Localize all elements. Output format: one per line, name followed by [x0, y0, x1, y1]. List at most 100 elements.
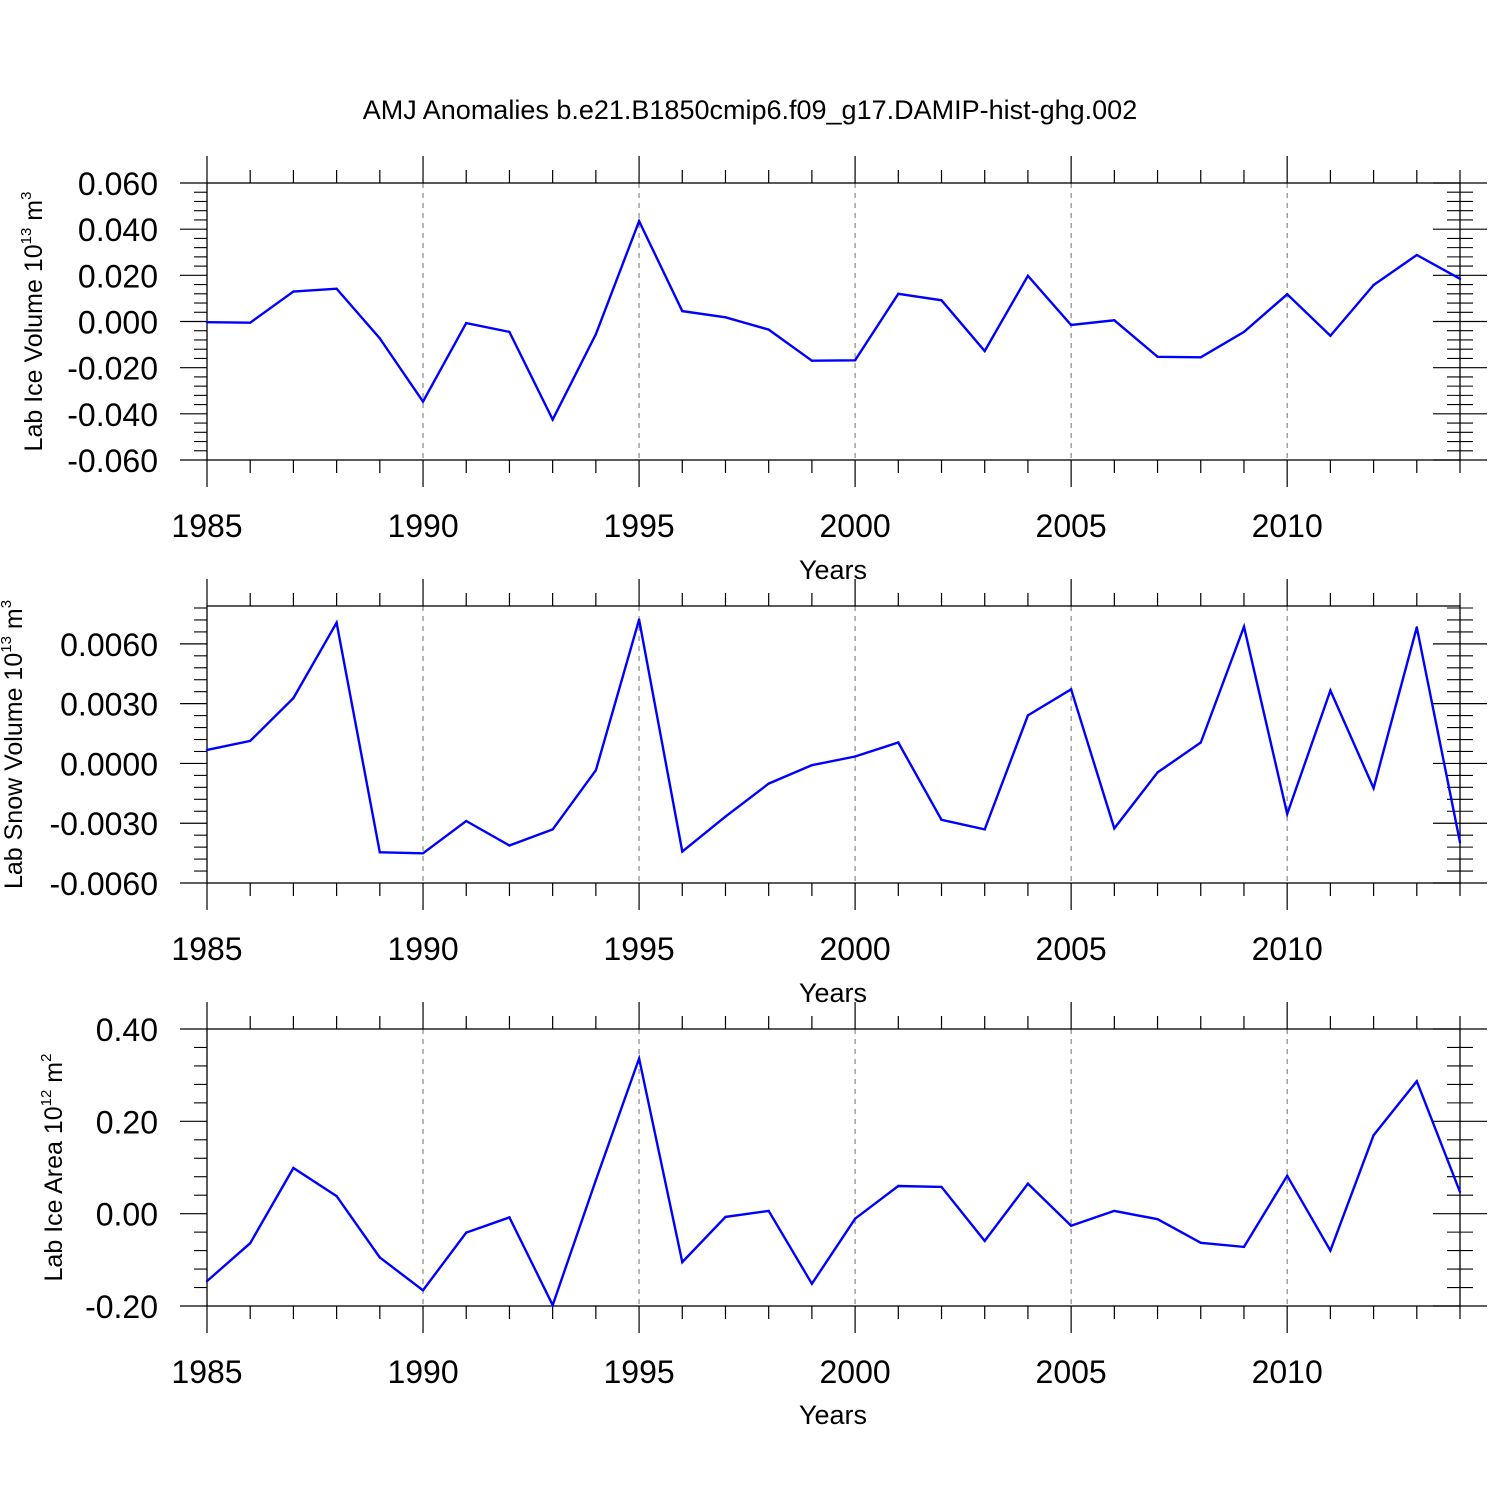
data-point-2009 — [1242, 1245, 1246, 1249]
data-point-2002 — [940, 299, 943, 302]
data-point-1991 — [465, 819, 468, 823]
data-point-2007 — [1156, 771, 1159, 774]
data-point-1995 — [637, 219, 641, 223]
data-point-2010 — [1285, 293, 1289, 296]
data-point-1997 — [724, 1215, 727, 1219]
data-point-2006 — [1113, 319, 1116, 322]
data-point-2001 — [897, 1184, 900, 1188]
x-tick-label: 1985 — [171, 508, 242, 544]
x-tick-label: 2010 — [1252, 931, 1323, 967]
data-point-1987 — [292, 290, 295, 293]
x-tick-label: 2005 — [1036, 931, 1107, 967]
x-tick-label: 1990 — [387, 508, 458, 544]
x-tick-label: 1995 — [603, 508, 674, 544]
data-point-1997 — [724, 316, 727, 319]
data-point-2006 — [1113, 1209, 1116, 1213]
data-point-1995 — [637, 1057, 641, 1060]
data-point-2009 — [1242, 625, 1246, 628]
x-axis-label: Years — [799, 1400, 867, 1430]
x-tick-label: 2010 — [1252, 508, 1323, 544]
data-point-1999 — [810, 359, 814, 362]
y-tick-label: -0.0060 — [49, 866, 158, 902]
y-tick-label: 0.40 — [96, 1012, 158, 1048]
data-point-2004 — [1026, 274, 1030, 277]
data-point-2006 — [1113, 827, 1116, 830]
x-tick-label: 2000 — [820, 931, 891, 967]
data-point-1994 — [594, 1178, 598, 1182]
data-point-2010 — [1285, 1174, 1289, 1178]
data-point-1990 — [421, 852, 425, 855]
data-point-2003 — [983, 349, 986, 353]
x-tick-label: 1995 — [603, 1354, 674, 1390]
data-point-2008 — [1199, 356, 1202, 359]
data-point-1985 — [205, 748, 209, 752]
data-point-1998 — [767, 782, 770, 785]
data-point-1993 — [551, 828, 554, 831]
data-point-2003 — [983, 828, 986, 831]
data-point-1992 — [508, 844, 511, 847]
data-point-2013 — [1415, 626, 1418, 629]
data-point-1989 — [378, 1256, 382, 1259]
x-tick-label: 1990 — [387, 931, 458, 967]
data-point-1986 — [249, 1242, 252, 1245]
data-point-1985 — [205, 320, 209, 324]
data-point-2003 — [983, 1239, 986, 1243]
panel-2: 1985 1990 1995 2000 2005 2010 0.0060 0.0030 0.00… — [0, 579, 1487, 1008]
x-axis-label: Years — [799, 555, 867, 585]
data-point-2005 — [1069, 323, 1073, 327]
data-point-1996 — [681, 309, 684, 313]
x-tick-label: 2005 — [1036, 508, 1107, 544]
y-tick-label: 0.020 — [78, 258, 158, 294]
data-point-2011 — [1329, 689, 1332, 692]
data-point-2000 — [853, 359, 857, 362]
data-point-1986 — [249, 321, 252, 324]
data-point-2004 — [1026, 1182, 1030, 1185]
data-point-2012 — [1372, 786, 1375, 790]
data-point-1987 — [292, 1166, 295, 1170]
y-tick-label: -0.040 — [67, 397, 158, 433]
data-point-1999 — [810, 1282, 814, 1286]
data-point-2013 — [1415, 1079, 1418, 1083]
y-axis-label: Lab Ice Area 1012 m2 — [38, 1054, 68, 1282]
data-point-2001 — [897, 741, 900, 744]
data-point-2014 — [1458, 1190, 1462, 1194]
x-tick-label: 2005 — [1036, 1354, 1107, 1390]
data-point-2012 — [1372, 1133, 1375, 1137]
data-point-1989 — [378, 337, 382, 340]
x-tick-label: 2000 — [820, 508, 891, 544]
data-point-1995 — [637, 618, 641, 621]
data-point-1999 — [810, 764, 814, 767]
y-axis-label: Lab Ice Volume 1013 m3 — [18, 192, 48, 452]
y-tick-label: 0.0000 — [60, 746, 158, 782]
y-tick-label: 0.0030 — [60, 687, 158, 723]
data-point-1996 — [681, 1260, 684, 1264]
data-point-1998 — [767, 328, 770, 331]
data-point-2013 — [1415, 253, 1418, 257]
data-point-1988 — [335, 1194, 338, 1198]
series-line — [206, 218, 1461, 423]
data-point-2000 — [853, 755, 857, 758]
data-point-1990 — [421, 400, 425, 403]
x-tick-label: 2010 — [1252, 1354, 1323, 1390]
y-tick-label: -0.060 — [67, 443, 158, 479]
y-tick-label: 0.0060 — [60, 627, 158, 663]
data-point-2005 — [1069, 688, 1073, 691]
data-point-2000 — [853, 1217, 857, 1220]
data-point-2012 — [1372, 283, 1375, 287]
data-point-2011 — [1329, 1249, 1332, 1252]
data-point-1992 — [508, 1216, 511, 1219]
y-tick-label: 0.20 — [96, 1104, 158, 1140]
plot-frame — [206, 605, 1461, 884]
series-line — [206, 619, 1462, 855]
data-point-1998 — [767, 1209, 770, 1213]
data-point-1994 — [594, 769, 598, 772]
panel-1: 1985 1990 1995 2000 2005 2010 0.060 0.040 0.020 0… — [18, 156, 1487, 585]
y-tick-label: -0.0030 — [49, 806, 158, 842]
data-point-2010 — [1285, 812, 1289, 816]
x-tick-label: 1990 — [387, 1354, 458, 1390]
data-point-2001 — [897, 292, 900, 295]
data-point-2014 — [1458, 841, 1462, 844]
data-point-2002 — [940, 818, 943, 822]
